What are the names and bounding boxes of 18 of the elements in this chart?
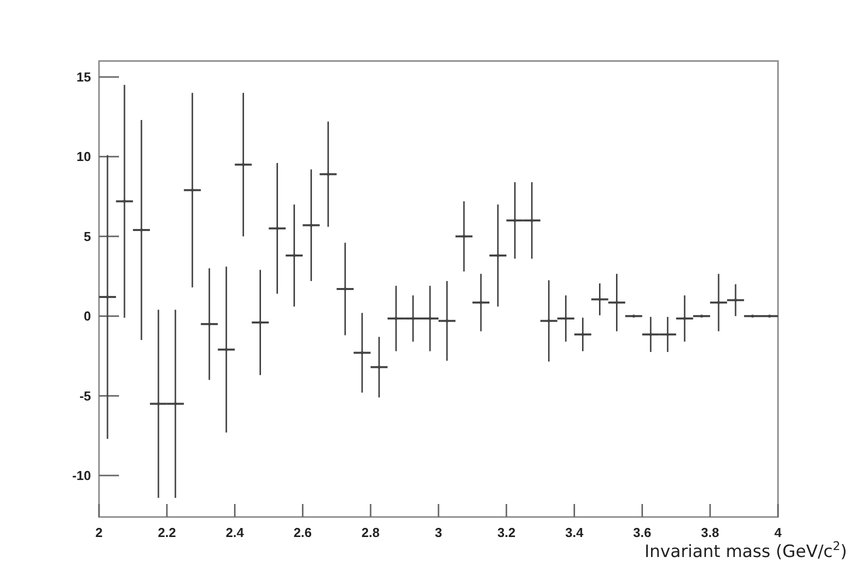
x-tick-label: 2.8 [362, 525, 380, 540]
x-tick-label: 2.2 [158, 525, 176, 540]
x-tick-label: 2.4 [226, 525, 245, 540]
x-tick-label: 3.2 [497, 525, 516, 540]
x-tick-label: 3.8 [701, 525, 720, 540]
y-tick-label: 0 [84, 308, 91, 324]
y-tick-label: 5 [84, 228, 91, 244]
y-tick-label: -5 [79, 388, 91, 404]
y-tick-label: 15 [76, 69, 91, 84]
y-tick-label: -10 [72, 468, 91, 484]
x-tick-label: 3 [434, 525, 442, 540]
x-tick-label: 3.6 [633, 525, 652, 540]
x-axis-title: Invariant mass (GeV/c$^{2}$) [644, 539, 847, 562]
x-tick-label: 2 [95, 525, 103, 540]
x-tick-label: 4 [774, 525, 782, 540]
x-tick-label: 3.4 [565, 525, 584, 540]
x-tick-label: 2.6 [294, 525, 312, 540]
y-tick-label: 10 [76, 149, 91, 164]
